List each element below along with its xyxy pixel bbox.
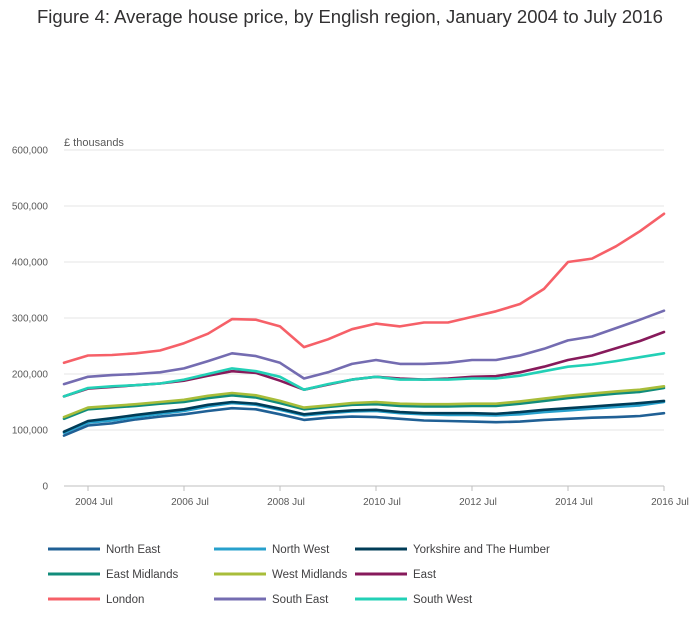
y-tick-label: 600,000 — [12, 146, 49, 157]
series-line-london — [62, 212, 666, 365]
legend-label-south-east: South East — [272, 594, 329, 606]
x-tick-label: 2008 Jul — [267, 497, 305, 508]
y-axis-unit-label: £ thousands — [64, 137, 124, 149]
y-tick-label: 400,000 — [12, 258, 49, 269]
y-tick-label: 300,000 — [12, 314, 49, 325]
legend-label-north-west: North West — [272, 544, 330, 556]
legend-label-east-midlands: East Midlands — [106, 569, 178, 581]
series-line-south-east — [62, 309, 666, 386]
x-tick-label: 2012 Jul — [459, 497, 497, 508]
y-tick-label: 200,000 — [12, 370, 49, 381]
y-tick-label: 100,000 — [12, 426, 49, 437]
legend-label-south-west: South West — [413, 594, 473, 606]
series-line-east-midlands — [62, 386, 666, 421]
legend-label-london: London — [106, 594, 144, 606]
y-tick-label: 0 — [42, 482, 48, 493]
series-line-west-midlands — [62, 385, 666, 419]
series-line-north-east — [62, 406, 666, 437]
x-tick-label: 2006 Jul — [171, 497, 209, 508]
series-line-south-west — [62, 352, 666, 398]
legend-label-east: East — [413, 569, 437, 581]
x-tick-label: 2016 Jul — [651, 497, 689, 508]
chart-title: Figure 4: Average house price, by Englis… — [37, 6, 663, 27]
x-tick-label: 2004 Jul — [75, 497, 113, 508]
legend-label-yorkshire-and-the-humber: Yorkshire and The Humber — [413, 544, 550, 556]
y-tick-label: 500,000 — [12, 202, 49, 213]
series-line-east — [62, 330, 666, 398]
x-tick-label: 2010 Jul — [363, 497, 401, 508]
x-tick-label: 2014 Jul — [555, 497, 593, 508]
legend-label-west-midlands: West Midlands — [272, 569, 347, 581]
series-line-yorkshire-and-the-humber — [62, 399, 666, 433]
legend-label-north-east: North East — [106, 544, 161, 556]
